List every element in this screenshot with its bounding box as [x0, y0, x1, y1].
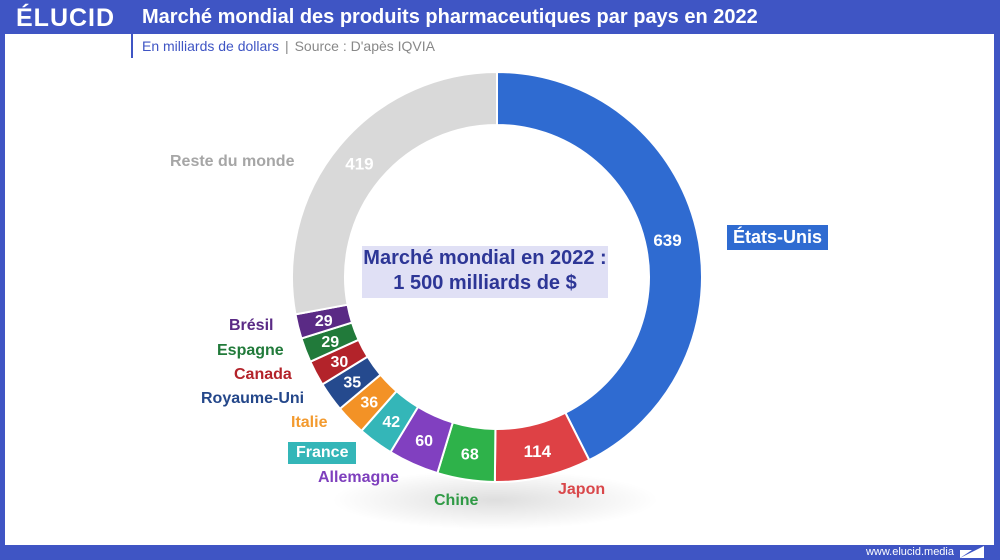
segment-label-reste-du-monde: Reste du monde	[170, 153, 295, 170]
segment-value: 419	[345, 154, 373, 173]
segment-label-br-sil: Brésil	[229, 317, 274, 334]
segment-value: 68	[461, 446, 479, 463]
segment-label--tats-unis: États-Unis	[727, 225, 829, 250]
website-link[interactable]: www.elucid.media	[865, 546, 954, 558]
segment-label-royaume-uni: Royaume-Uni	[201, 390, 305, 407]
segment-value: 30	[330, 354, 348, 371]
footer-bar: www.elucid.media	[0, 545, 1000, 560]
segment-value: 60	[415, 433, 433, 450]
segment-value: 42	[382, 414, 400, 431]
segment-value: 36	[360, 395, 378, 412]
segment-label-chine: Chine	[434, 492, 479, 509]
elucid-logo: ÉLUCID	[16, 4, 116, 32]
segment-label-canada: Canada	[234, 366, 292, 383]
chart-title: Marché mondial des produits pharmaceutiq…	[142, 6, 758, 28]
segment-label-italie: Italie	[291, 414, 328, 431]
donut-segment--tats-unis	[496, 70, 703, 462]
subtitle-separator: |	[284, 38, 289, 54]
source-label: Source : D'apès IQVIA	[294, 38, 435, 54]
segment-value: 639	[653, 231, 681, 250]
unit-label: En milliards de dollars	[142, 38, 279, 54]
chart-subtitle: En milliards de dollars | Source : D'apès …	[142, 38, 435, 54]
total-market-line1: Marché mondial en 2022 :	[363, 247, 607, 269]
segment-label-espagne: Espagne	[217, 342, 284, 359]
segment-label-france: France	[288, 442, 357, 464]
segment-value: 35	[343, 374, 361, 391]
segment-value: 29	[321, 334, 339, 351]
segment-label-japon: Japon	[558, 481, 606, 498]
elucid-flag-icon	[960, 546, 984, 558]
segment-label-allemagne: Allemagne	[318, 469, 399, 486]
donut-segment-reste-du-monde	[291, 70, 498, 316]
header-divider	[131, 0, 133, 58]
total-market-line2: 1 500 milliards de $	[393, 272, 577, 294]
segment-value: 114	[524, 442, 552, 461]
segment-value: 29	[315, 313, 333, 330]
header-bar: ÉLUCID Marché mondial des produits pharm…	[0, 0, 1000, 34]
total-market-box: Marché mondial en 2022 : 1 500 milliards…	[362, 246, 608, 298]
